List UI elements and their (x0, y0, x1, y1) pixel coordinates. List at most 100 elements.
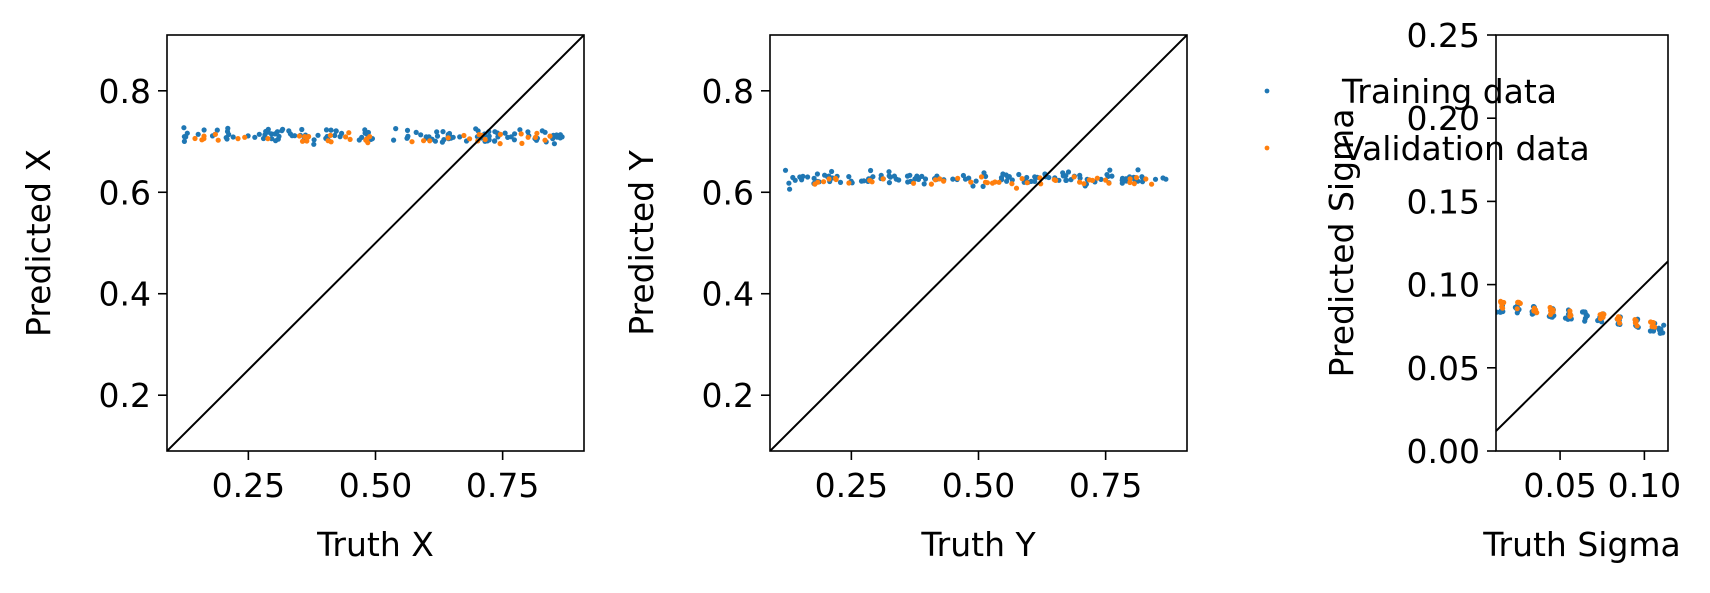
point-training (886, 173, 892, 179)
point-validation (1567, 308, 1573, 314)
x-tick-label: 0.10 (1608, 466, 1681, 505)
point-validation (347, 136, 353, 142)
point-validation (296, 133, 302, 139)
point-validation (467, 136, 473, 142)
x-tick-label: 0.50 (942, 466, 1015, 505)
point-validation (910, 180, 917, 186)
point-training (1656, 325, 1662, 331)
point-validation (409, 139, 415, 145)
point-training (1077, 175, 1083, 181)
point-validation (547, 133, 553, 139)
point-validation (1106, 180, 1112, 186)
point-training (181, 138, 187, 144)
point-validation (532, 134, 539, 140)
point-validation (1024, 180, 1030, 186)
panel-truth-x: 0.25 0.50 0.75 0.2 0.4 0.6 0.8 Truth X Predict… (19, 34, 585, 564)
point-validation (1051, 177, 1057, 183)
y-tick-label: 0.00 (1407, 432, 1480, 471)
point-training (299, 126, 305, 133)
point-validation (978, 174, 985, 180)
point-training (1160, 175, 1166, 181)
x-axis-label: Truth Y (920, 525, 1036, 564)
point-training (782, 167, 789, 173)
point-training (457, 134, 463, 140)
point-validation (235, 136, 241, 142)
point-training (311, 141, 317, 147)
point-training (1046, 174, 1052, 181)
point-training (829, 168, 835, 175)
axis-ticks: 0.25 0.50 0.75 0.2 0.4 0.6 0.8 (702, 72, 1143, 505)
point-training (1649, 328, 1655, 334)
x-tick-label: 0.25 (815, 466, 888, 505)
point-validation (1615, 317, 1621, 323)
y-tick-label: 0.4 (99, 275, 151, 314)
point-training (1152, 176, 1159, 182)
point-training (983, 173, 989, 179)
point-validation (1131, 181, 1137, 187)
point-validation (346, 130, 352, 136)
axis-ticks: 0.25 0.50 0.75 0.2 0.4 0.6 0.8 (99, 72, 540, 505)
x-tick-label: 0.75 (466, 466, 539, 505)
point-validation (519, 140, 525, 146)
point-training (328, 127, 334, 133)
x-tick-label: 0.05 (1523, 466, 1596, 505)
panel-truth-sigma: 0.05 0.10 0.00 0.05 0.10 0.15 0.20 0.25 Truth S… (1322, 16, 1681, 564)
point-training (1107, 167, 1113, 173)
point-training (224, 136, 230, 142)
point-validation (1089, 177, 1096, 183)
point-training (1109, 173, 1115, 179)
point-validation (215, 137, 221, 143)
point-training (891, 173, 898, 179)
point-training (786, 180, 792, 186)
identity-line (167, 35, 584, 451)
point-training (1661, 322, 1667, 328)
point-validation (1652, 324, 1658, 330)
point-training (333, 128, 339, 134)
point-validation (212, 131, 218, 137)
point-validation (1514, 306, 1520, 312)
point-validation (525, 134, 531, 140)
point-training (230, 134, 236, 140)
point-validation (534, 130, 540, 136)
point-validation (1094, 175, 1100, 181)
point-validation (996, 179, 1002, 185)
point-training (554, 132, 560, 138)
legend-marker-validation (1264, 145, 1270, 151)
point-training (413, 129, 419, 135)
point-training (256, 131, 262, 137)
point-training (790, 174, 796, 181)
x-tick-label: 0.75 (1069, 466, 1142, 505)
point-training (517, 127, 523, 133)
point-training (962, 176, 969, 182)
point-validation (982, 179, 989, 185)
point-validation (1601, 311, 1607, 317)
point-validation (364, 136, 370, 142)
legend-label-validation: Validation data (1342, 129, 1590, 168)
point-validation (1550, 307, 1556, 313)
point-validation (812, 181, 818, 187)
point-validation (1009, 181, 1015, 187)
point-training (391, 137, 397, 143)
point-validation (265, 136, 271, 142)
panel-truth-y: 0.25 0.50 0.75 0.2 0.4 0.6 0.8 Truth Y Predict… (622, 34, 1188, 564)
x-tick-label: 0.25 (212, 466, 285, 505)
point-validation (937, 176, 943, 182)
point-training (1000, 171, 1006, 177)
point-validation (445, 135, 451, 141)
point-validation (867, 177, 873, 183)
point-training (787, 186, 793, 192)
point-training (1139, 174, 1145, 180)
point-training (1514, 310, 1520, 316)
y-axis-label: Predicted X (19, 149, 58, 337)
point-training (811, 175, 817, 181)
point-training (195, 131, 201, 137)
point-training (492, 138, 498, 144)
x-tick-label: 0.50 (339, 466, 412, 505)
point-training (1028, 178, 1034, 184)
point-validation (826, 176, 832, 182)
point-validation (880, 176, 886, 182)
point-validation (1019, 176, 1025, 182)
point-validation (327, 132, 333, 138)
point-validation (992, 179, 998, 185)
point-validation (242, 134, 248, 140)
